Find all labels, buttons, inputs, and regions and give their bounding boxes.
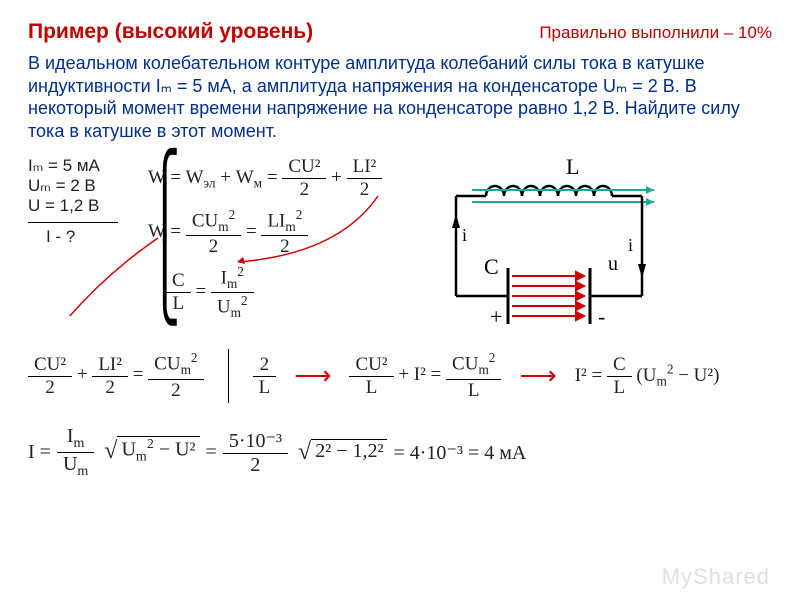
label-i-left: i <box>462 225 467 245</box>
example-title: Пример (высокий уровень) <box>28 20 313 44</box>
formulas-block: ⎧⎩ W = Wэл + Wм = CU²2 + LI²2 W = CUm22 … <box>148 156 408 331</box>
derivation-row: CU²2 + LI²2 = CUm22 2L ⟶ CU²L + I² = CUm… <box>28 349 772 403</box>
arrow-icon: ⟶ <box>519 361 556 391</box>
formula-energy: W = Wэл + Wм = CU²2 + LI²2 <box>148 156 408 201</box>
watermark: MyShared <box>662 564 770 590</box>
eq-lhs: CU²2 + LI²2 = CUm22 <box>28 350 204 401</box>
given-im: Iₘ = 5 мА <box>28 156 148 176</box>
eq-mid: CU²L + I² = CUm2L <box>349 350 501 401</box>
label-L: L <box>566 156 579 179</box>
given-hr <box>28 222 118 223</box>
brace-icon: ⎧⎩ <box>149 156 180 320</box>
label-C: C <box>484 254 499 279</box>
formula-energy-max: W = CUm22 = LIm22 <box>148 207 408 258</box>
correct-pct: Правильно выполнили – 10% <box>539 23 772 43</box>
eq-rhs: I² = CL (Um2 − U²) <box>575 354 720 399</box>
formula-ratio: CL = Im2Um2 <box>166 264 408 321</box>
label-i-right: i <box>628 235 633 255</box>
given-block: Iₘ = 5 мА Uₘ = 2 В U = 1,2 В I - ? <box>28 156 148 331</box>
problem-text: В идеальном колебательном контуре амплит… <box>28 52 772 142</box>
label-plus: + <box>490 304 502 326</box>
mult-factor: 2L <box>253 354 277 399</box>
arrow-icon: ⟶ <box>294 361 331 391</box>
given-u: U = 1,2 В <box>28 196 148 216</box>
label-u: u <box>608 253 618 275</box>
circuit-diagram: L C u + - <box>428 156 668 331</box>
given-um: Uₘ = 2 В <box>28 176 148 196</box>
given-question: I - ? <box>28 227 148 247</box>
vline-icon <box>228 349 229 403</box>
label-minus: - <box>598 304 605 326</box>
final-answer: I = ImUm Um2 − U² = 5·10⁻³2 2² − 1,2² = … <box>28 425 772 480</box>
